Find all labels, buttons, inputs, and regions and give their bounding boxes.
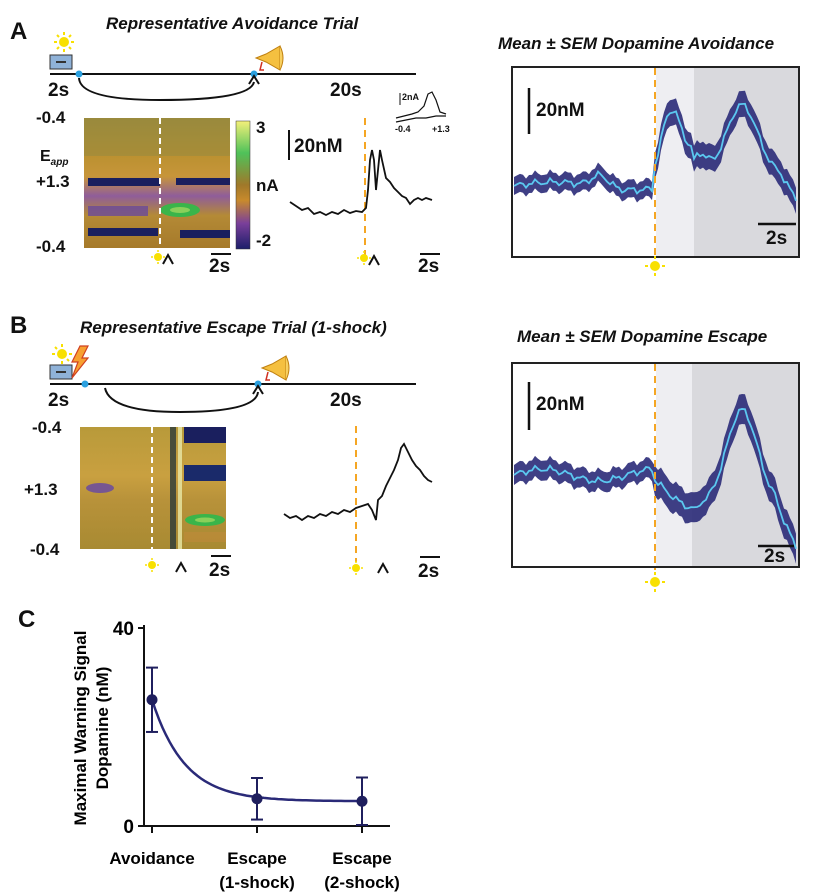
- chart-xtick-label: (1-shock): [219, 873, 295, 892]
- mean-plot-b: [511, 362, 800, 570]
- light-cue-icon: [645, 256, 665, 276]
- chart-xtick-label: Avoidance: [109, 849, 194, 868]
- heatmap-a-ytick-mid: +1.3: [36, 172, 70, 191]
- chart-ytick-label: 0: [123, 817, 134, 838]
- chart-point: [146, 694, 158, 706]
- timeline-b-right-label: 20s: [330, 390, 362, 411]
- panel-b-trial-title: Representative Escape Trial (1-shock): [80, 318, 387, 337]
- panel-b-letter: B: [10, 312, 28, 339]
- mean-b-scale-nm: 20nM: [536, 394, 585, 415]
- mean-a-scale-s: 2s: [766, 228, 788, 249]
- arrowhead-icon: [368, 253, 380, 266]
- horn-icon: [254, 45, 284, 71]
- chart-ylabel-line: Maximal Warning Signal: [71, 631, 90, 826]
- mean-plot-a: [511, 66, 800, 258]
- eapp-label: Eapp: [40, 148, 69, 169]
- chart-xtick-label: Escape: [227, 849, 287, 868]
- timeline-b: [50, 380, 416, 414]
- lever-icon: [49, 54, 73, 70]
- arrowhead-icon: [175, 560, 187, 573]
- arrowhead-icon: [162, 252, 174, 265]
- arrowhead-icon: [377, 561, 389, 574]
- panel-a-letter: A: [10, 18, 28, 45]
- panel-a-mean-title: Mean ± SEM Dopamine Avoidance: [498, 34, 775, 53]
- heatmap-b-ytick-bot: -0.4: [30, 540, 60, 559]
- timeline-a: [50, 70, 416, 102]
- chart-ytick-label: 40: [113, 619, 134, 640]
- colorbar-min: -2: [256, 231, 272, 250]
- chart-xtick-label: Escape: [332, 849, 392, 868]
- heatmap-b: [80, 427, 226, 549]
- panel-a-trial-title: Representative Avoidance Trial: [106, 14, 359, 33]
- heatmap-a-ytick-bot: -0.4: [36, 237, 66, 256]
- chart-xtick-label: (2-shock): [324, 873, 400, 892]
- chart-ylabel: Maximal Warning Signal Dopamine (nM): [71, 631, 112, 826]
- panel-b-graphics: [49, 344, 800, 592]
- heatmap-a-scale-label: 2s: [209, 256, 231, 277]
- heatmap-b-ytick-top: -0.4: [32, 418, 62, 437]
- chart-point: [356, 795, 368, 807]
- panel-b-mean-title: Mean ± SEM Dopamine Escape: [517, 327, 768, 346]
- chart-ylabel-line: Dopamine (nM): [93, 667, 112, 790]
- trace-a-scale-label: 2s: [418, 256, 440, 277]
- mean-b-scale-s: 2s: [764, 546, 786, 567]
- trace-a-scale-nm: 20nM: [294, 136, 343, 157]
- light-cue-icon: [645, 572, 665, 592]
- light-cue-icon: [52, 344, 72, 364]
- heatmap-a-ytick-top: -0.4: [36, 108, 66, 127]
- inset-voltammogram: [395, 91, 447, 123]
- colorbar-max: 3: [256, 118, 266, 137]
- light-cue-icon: [349, 561, 363, 575]
- colorbar-a: [235, 120, 251, 250]
- light-cue-icon: [357, 251, 371, 265]
- trace-a: [288, 118, 433, 255]
- timeline-b-left-label: 2s: [48, 390, 70, 411]
- heatmap-a: [84, 118, 230, 248]
- horn-icon: [260, 355, 290, 381]
- inset-left-label: -0.4: [395, 124, 411, 134]
- light-cue-icon: [54, 32, 74, 52]
- trace-b-scale-label: 2s: [418, 561, 440, 582]
- heatmap-b-scale-label: 2s: [209, 560, 231, 581]
- inset-scale-label: 2nA: [402, 92, 420, 102]
- timeline-a-left-label: 2s: [48, 80, 70, 101]
- panel-c-chart: Maximal Warning Signal Dopamine (nM) 040 …: [71, 619, 400, 892]
- heatmap-b-ytick-mid: +1.3: [24, 480, 58, 499]
- mean-a-scale-nm: 20nM: [536, 100, 585, 121]
- shock-bolt-icon: [71, 345, 90, 379]
- chart-point: [251, 793, 263, 805]
- panel-c-letter: C: [18, 606, 36, 633]
- inset-right-label: +1.3: [432, 124, 450, 134]
- colorbar-unit: nA: [256, 176, 279, 195]
- timeline-a-right-label: 20s: [330, 80, 362, 101]
- panel-a-graphics: [49, 32, 800, 276]
- lever-icon: [49, 364, 73, 380]
- trace-b: [283, 426, 433, 562]
- light-cue-icon: [151, 250, 165, 264]
- light-cue-icon: [145, 558, 159, 572]
